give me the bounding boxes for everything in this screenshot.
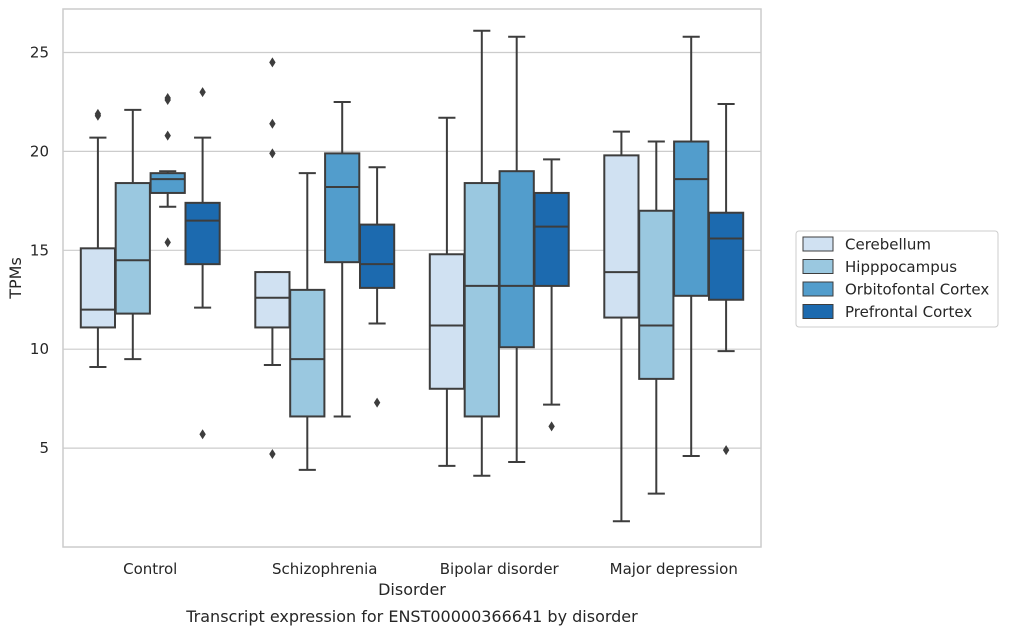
outlier-point — [94, 110, 102, 121]
y-axis-ticks: 5 10 15 20 25 — [30, 44, 49, 458]
outlier-point — [548, 421, 555, 432]
iqr-box — [498, 170, 535, 349]
box-orbitofontal-cortex — [673, 35, 710, 458]
y-tick-label: 15 — [30, 241, 49, 259]
iqr-box — [114, 182, 151, 315]
outlier-point — [269, 118, 276, 129]
outlier-point — [164, 237, 171, 248]
outlier-point — [269, 148, 276, 159]
x-tick-label: Schizophrenia — [272, 560, 377, 578]
box-cerebellum — [79, 108, 117, 369]
y-tick-label: 20 — [30, 142, 49, 160]
box-prefrontal-cortex — [184, 87, 221, 440]
box-orbitofontal-cortex — [149, 93, 186, 248]
iqr-box — [533, 191, 570, 287]
x-tick-label: Control — [123, 560, 177, 578]
boxes — [79, 29, 745, 523]
outlier-point — [373, 397, 381, 408]
iqr-box — [289, 288, 326, 418]
x-tick-label: Major depression — [610, 560, 738, 578]
legend-swatch — [802, 236, 834, 252]
outlier-point — [164, 130, 171, 141]
iqr-box — [638, 209, 675, 380]
iqr-box — [707, 211, 745, 301]
legend-label: Hipppocampus — [845, 258, 957, 276]
iqr-box — [358, 223, 396, 289]
box-cerebellum — [428, 116, 466, 467]
outlier-point — [164, 94, 171, 105]
plot-area-frame — [62, 8, 762, 548]
iqr-box — [254, 271, 291, 329]
iqr-box — [603, 154, 640, 319]
legend-label: Orbitofontal Cortex — [845, 281, 989, 299]
legend-swatch — [802, 281, 834, 297]
outlier-point — [269, 57, 276, 68]
legend: Cerebellum Hipppocampus Orbitofontal Corte… — [795, 230, 999, 328]
box-prefrontal-cortex — [707, 102, 745, 456]
legend-label: Cerebellum — [845, 236, 931, 254]
iqr-box — [463, 182, 500, 418]
x-tick-label: Bipolar disorder — [440, 560, 560, 578]
y-tick-label: 25 — [30, 44, 49, 62]
outlier-point — [269, 449, 276, 460]
box-hipppocampus — [638, 140, 675, 495]
iqr-box — [184, 201, 221, 266]
box-hipppocampus — [289, 172, 326, 471]
legend-frame — [795, 230, 999, 328]
iqr-box — [324, 152, 361, 264]
legend-swatch — [802, 304, 834, 319]
box-prefrontal-cortex — [533, 158, 570, 432]
y-tick-label: 5 — [39, 439, 49, 457]
iqr-box — [149, 172, 186, 194]
iqr-box — [428, 253, 466, 390]
box-prefrontal-cortex — [358, 166, 396, 408]
iqr-box — [79, 247, 117, 329]
box-orbitofontal-cortex — [324, 100, 361, 418]
outlier-point — [199, 429, 206, 440]
y-tick-label: 10 — [30, 340, 49, 358]
chart-caption: Transcript expression for ENST0000036664… — [185, 607, 638, 626]
box-hipppocampus — [114, 108, 151, 361]
iqr-box — [673, 140, 710, 297]
x-axis-label: Disorder — [378, 580, 446, 599]
box-cerebellum — [603, 130, 640, 523]
legend-label: Prefrontal Cortex — [845, 303, 972, 321]
box-cerebellum — [254, 57, 291, 460]
box-hipppocampus — [463, 29, 500, 477]
x-axis-ticks: Control Schizophrenia Bipolar disorder Majo… — [123, 560, 738, 578]
outlier-point — [722, 445, 730, 456]
outlier-point — [199, 87, 206, 98]
legend-swatch — [802, 259, 834, 274]
box-orbitofontal-cortex — [498, 35, 535, 463]
y-axis-label: TPMs — [6, 257, 25, 300]
